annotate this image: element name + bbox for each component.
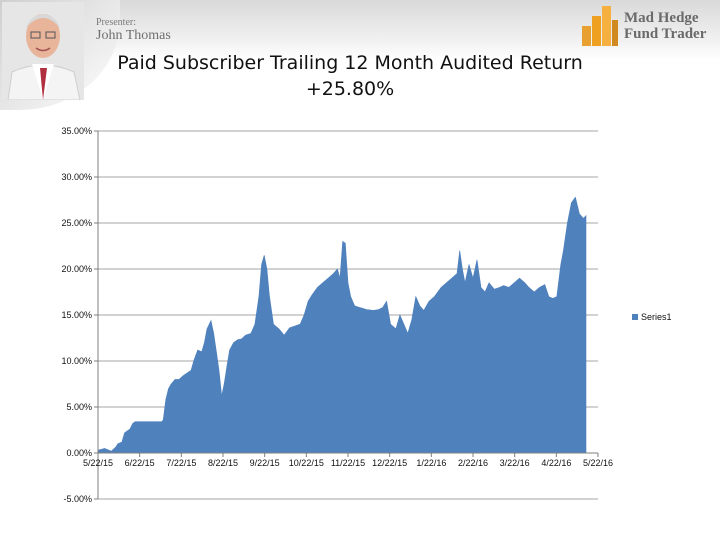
- series-area-layer: [97, 196, 587, 454]
- chart-subtitle: +25.80%: [305, 78, 395, 100]
- y-tick-label: -5.00%: [63, 494, 92, 504]
- series-area: [97, 196, 587, 454]
- y-tick-labels: 35.00% 30.00% 25.00% 20.00% 15.00% 10.00% 5.00…: [61, 126, 98, 504]
- brand-name-line1: Mad Hedge: [624, 10, 699, 26]
- brand-name-line2: Fund Trader: [624, 26, 707, 42]
- y-tick-label: 10.00%: [61, 356, 92, 366]
- x-tick-label: 10/22/15: [289, 458, 324, 468]
- x-tick-label: 5/22/16: [583, 458, 613, 468]
- x-tick-label: 11/22/15: [331, 458, 365, 468]
- x-tick-label: 5/22/15: [83, 458, 113, 468]
- y-tick-label: 5.00%: [66, 402, 92, 412]
- presenter-name: John Thomas: [96, 28, 171, 43]
- presenter-label: Presenter:: [96, 17, 136, 28]
- x-tick-label: 2/22/16: [458, 458, 488, 468]
- y-tick-label: 30.00%: [61, 172, 92, 182]
- legend: Series1: [632, 312, 672, 322]
- y-tick-label: 20.00%: [61, 264, 92, 274]
- presenter-photo: [2, 2, 84, 100]
- x-tick-labels: 5/22/15 6/22/15 7/22/15 8/22/15 9/22/15 10/22…: [83, 453, 613, 468]
- y-tick-label: 15.00%: [61, 310, 92, 320]
- legend-swatch: [632, 314, 638, 320]
- chart-title-block: Paid Subscriber Trailing 12 Month Audite…: [90, 50, 610, 102]
- y-tick-label: 0.00%: [66, 448, 92, 458]
- x-tick-label: 7/22/15: [166, 458, 196, 468]
- brand-logo-icon: [582, 6, 618, 46]
- legend-label: Series1: [641, 312, 672, 322]
- x-tick-label: 8/22/15: [208, 458, 238, 468]
- x-tick-label: 3/22/16: [500, 458, 530, 468]
- x-tick-label: 9/22/15: [250, 458, 280, 468]
- y-tick-label: 35.00%: [61, 126, 92, 136]
- x-tick-label: 1/22/16: [416, 458, 446, 468]
- x-tick-label: 6/22/15: [125, 458, 155, 468]
- y-tick-label: 25.00%: [61, 218, 92, 228]
- x-tick-label: 12/22/15: [372, 458, 407, 468]
- x-tick-label: 4/22/16: [541, 458, 571, 468]
- chart-title: Paid Subscriber Trailing 12 Month Audite…: [117, 52, 583, 74]
